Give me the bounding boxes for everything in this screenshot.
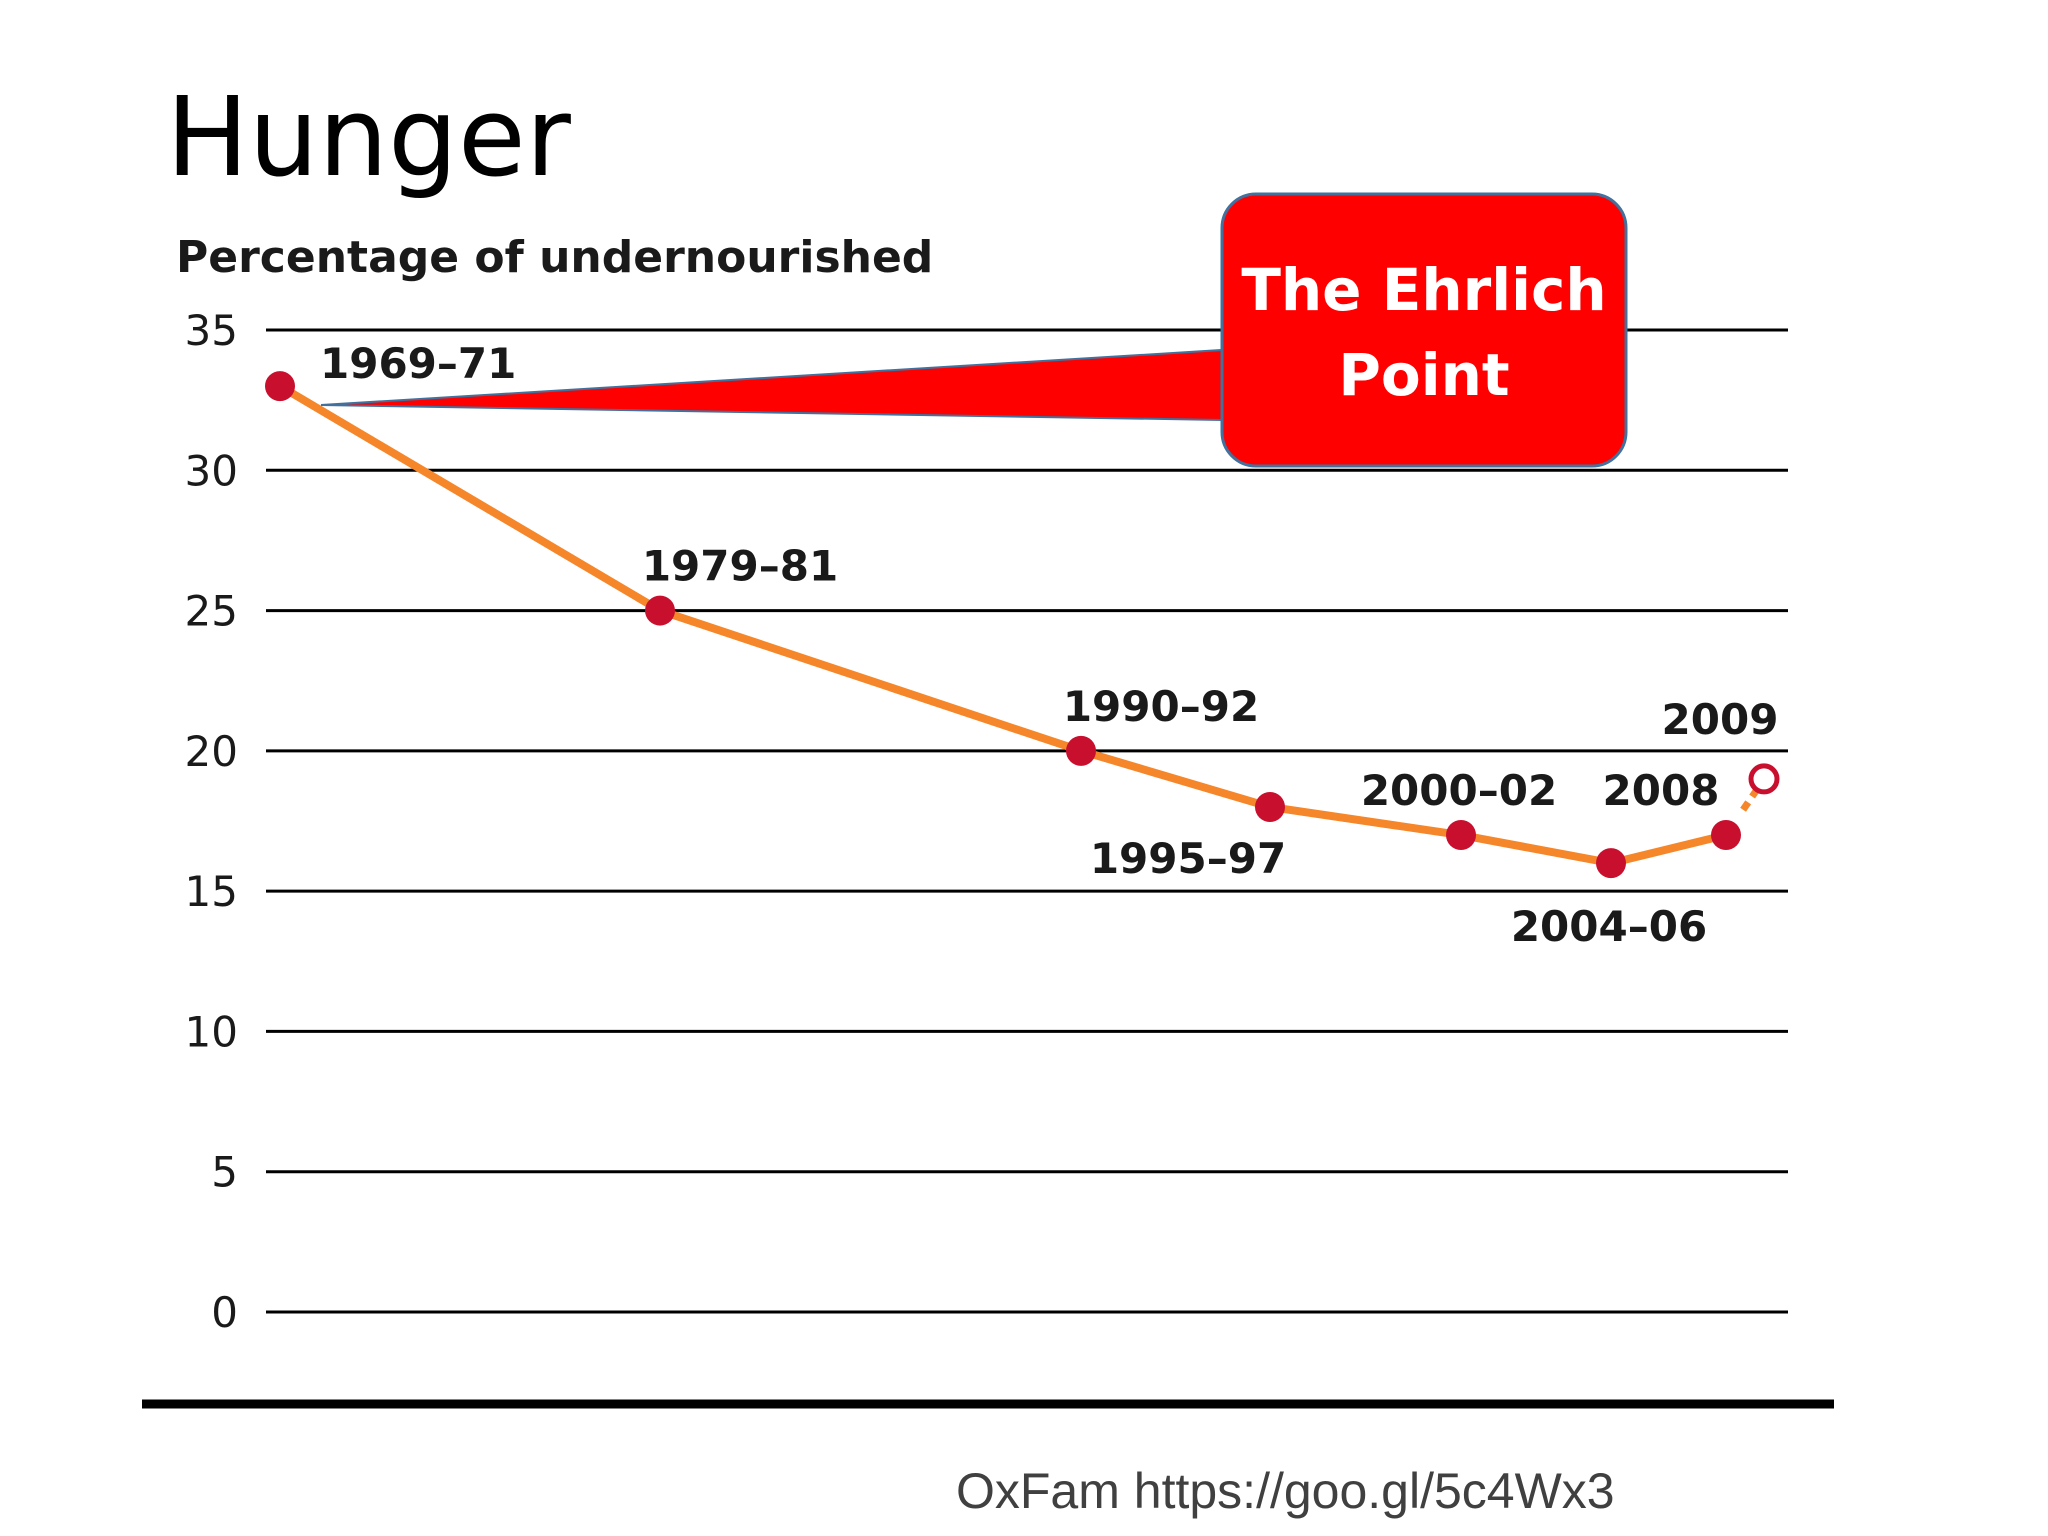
marker-point [1711, 820, 1741, 851]
y-tick-35: 35 [185, 306, 238, 355]
gridlines [266, 328, 1788, 1314]
y-tick-30: 30 [185, 446, 238, 495]
data-label: 2009 [1662, 695, 1779, 744]
y-tick-10: 10 [185, 1007, 238, 1056]
marker-point [1596, 848, 1626, 879]
y-tick-0: 0 [211, 1288, 238, 1337]
data-markers [265, 371, 1780, 879]
y-tick-5: 5 [211, 1148, 238, 1197]
y-tick-20: 20 [185, 727, 238, 776]
projection-dash [1740, 788, 1759, 812]
marker-point [1066, 735, 1096, 766]
source-citation: OxFam https://goo.gl/5c4Wx3 [956, 1463, 1615, 1519]
data-labels: 1969–71 1979–81 1990–92 1995–97 2000–02 2004–… [320, 339, 1778, 951]
data-label: 1995–97 [1090, 834, 1286, 883]
data-label: 1979–81 [642, 542, 838, 591]
marker-point [1255, 791, 1285, 822]
slide-title: Hunger [166, 73, 571, 201]
data-label: 2008 [1603, 766, 1720, 815]
data-label: 1969–71 [320, 339, 516, 388]
data-label: 2004–06 [1511, 902, 1707, 951]
marker-point [1446, 820, 1476, 851]
callout-line-2: Point [1338, 341, 1509, 409]
callout-box [1220, 192, 1628, 468]
y-axis-label: Percentage of undernourished [176, 232, 933, 283]
marker-point [265, 371, 295, 402]
data-label: 2000–02 [1361, 766, 1557, 815]
y-tick-labels: 0 5 10 15 20 25 30 35 [185, 306, 238, 1337]
data-label: 1990–92 [1063, 682, 1259, 731]
marker-point [645, 595, 675, 626]
y-tick-15: 15 [185, 867, 238, 916]
ehrlich-callout: The Ehrlich Point [320, 192, 1628, 468]
callout-line-1: The Ehrlich [1241, 256, 1606, 324]
y-tick-25: 25 [185, 587, 238, 636]
marker-projected [1748, 763, 1780, 795]
